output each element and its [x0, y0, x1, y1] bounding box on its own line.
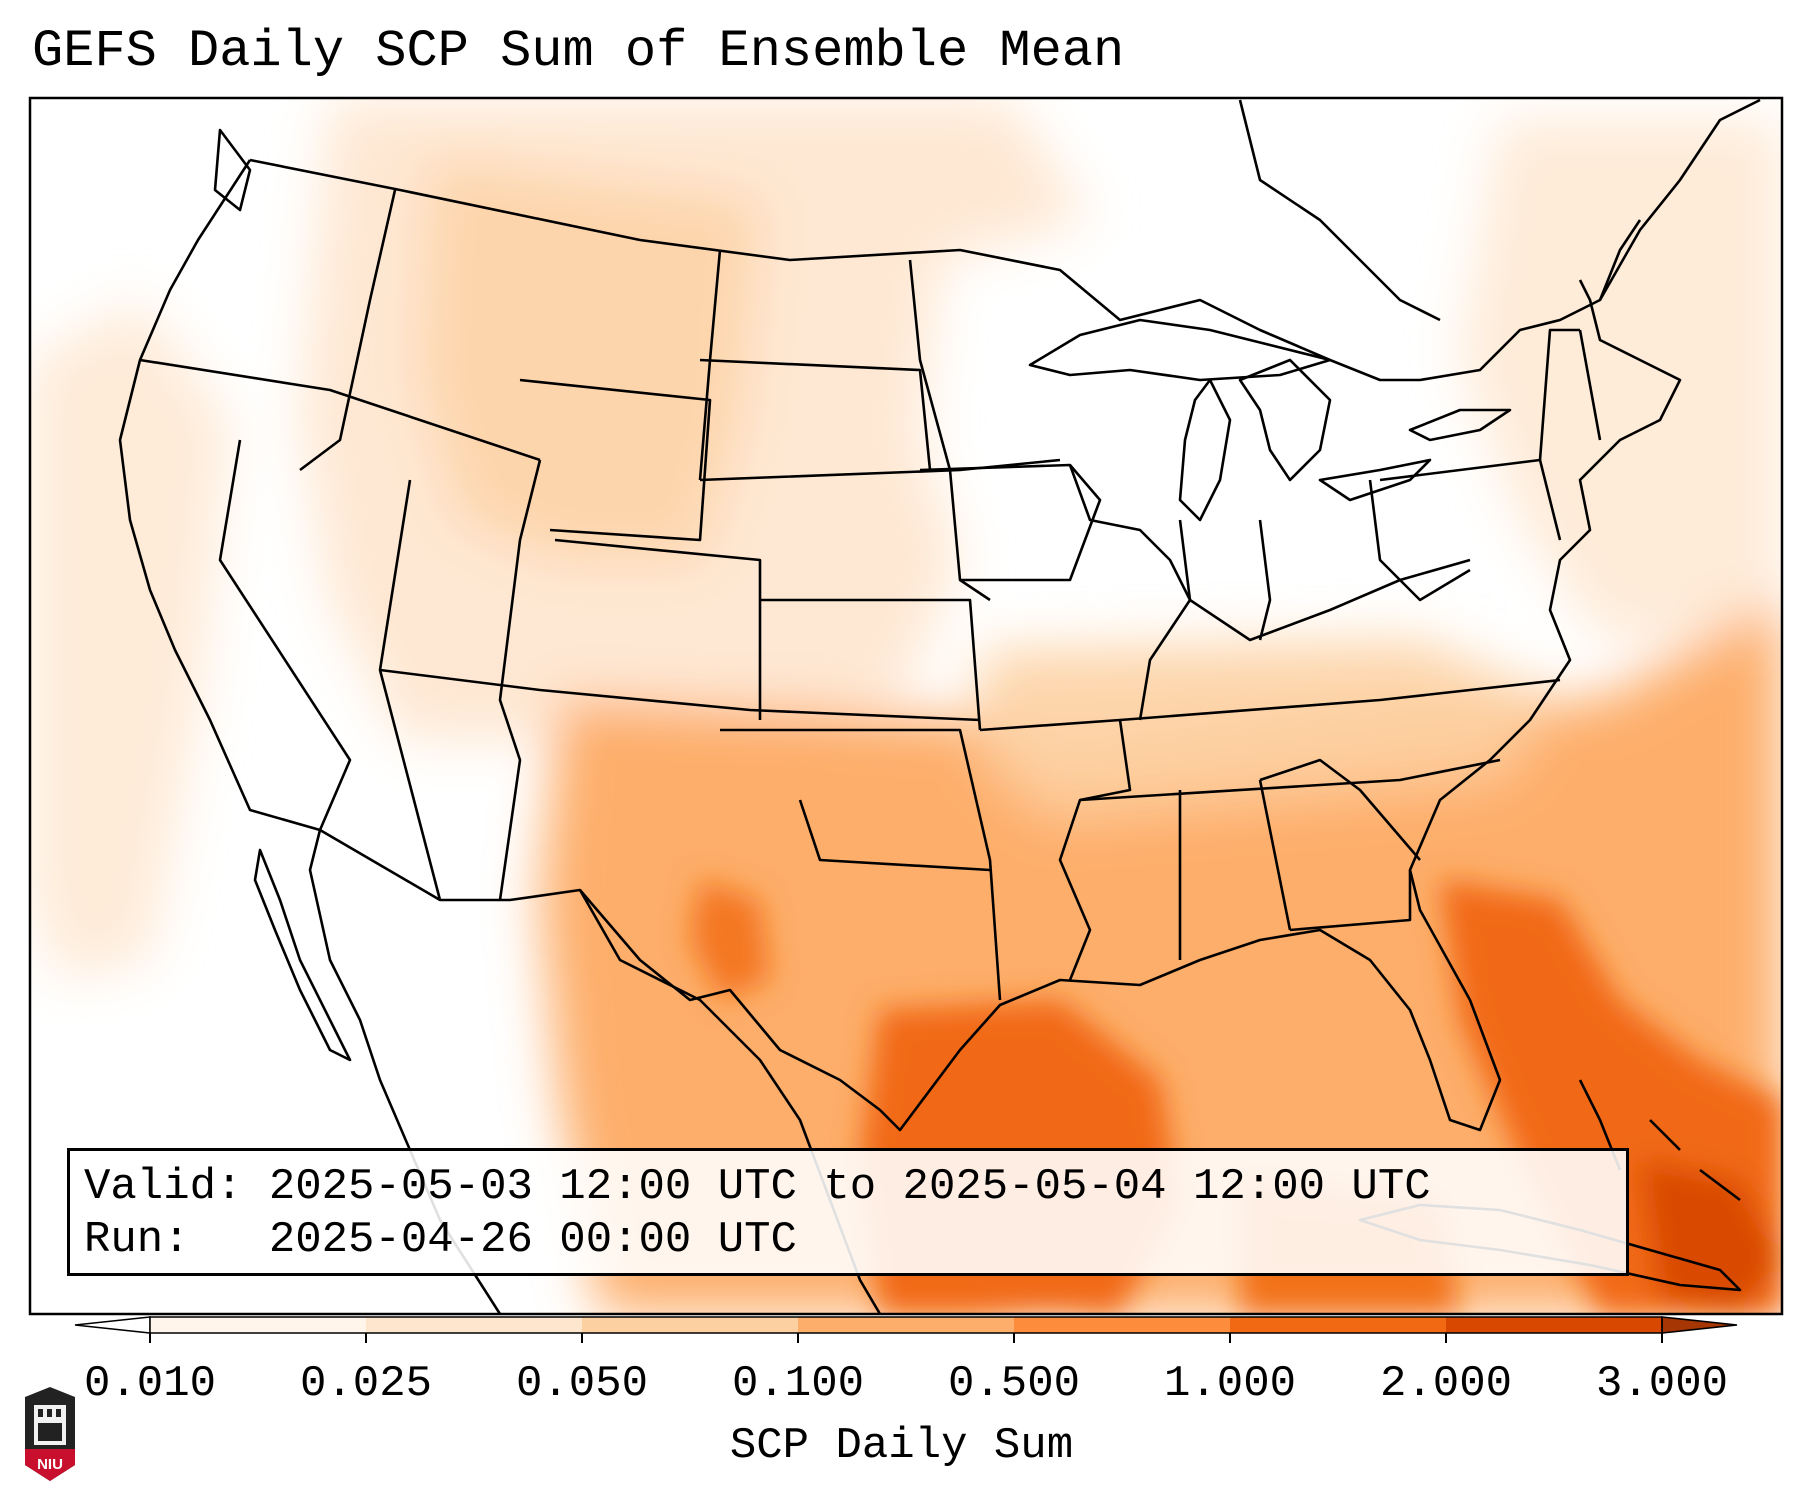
valid-label: Valid:: [84, 1162, 243, 1212]
colorbar-tick-label: 0.100: [731, 1359, 865, 1409]
lake-erie: [1318, 458, 1432, 502]
lake-superior: [1028, 318, 1332, 382]
colorbar-segment: [582, 1317, 799, 1333]
lake-michigan: [1178, 378, 1232, 522]
colorbar-tick-label: 0.050: [515, 1359, 649, 1409]
colorbar-segment: [1230, 1317, 1447, 1333]
colorbar-extend-high: [1661, 1316, 1738, 1334]
scp-shading: [30, 98, 1782, 1314]
colorbar-segment: [798, 1317, 1015, 1333]
state-borders: [118, 98, 1761, 1314]
lake-ontario: [1408, 408, 1512, 442]
baja-outline: [253, 848, 352, 1062]
logo-text: NIU: [37, 1456, 63, 1473]
colorbar-tick-label: 3.000: [1595, 1359, 1729, 1409]
validity-box: Valid: 2025-05-03 12:00 UTC to 2025-05-0…: [67, 1148, 1629, 1276]
us-outline: [118, 159, 1682, 1132]
colorbar-tick-label: 1.000: [1163, 1359, 1297, 1409]
run-value: 2025-04-26 00:00 UTC: [268, 1215, 797, 1265]
colorbar-segment: [150, 1317, 367, 1333]
colorbar-segment: [366, 1317, 583, 1333]
colorbar-tick-label: 0.025: [299, 1359, 433, 1409]
map-frame: [28, 96, 1784, 1316]
colorbar-extend-low: [74, 1316, 151, 1334]
niu-logo-icon: NIU: [25, 1387, 75, 1481]
colorbar-tick-label: 2.000: [1379, 1359, 1513, 1409]
colorbar-tick-label: 0.010: [83, 1359, 217, 1409]
valid-value: 2025-05-03 12:00 UTC to 2025-05-04 12:00…: [268, 1162, 1431, 1212]
colorbar: [74, 1316, 1738, 1343]
run-label: Run:: [84, 1215, 190, 1265]
lake-huron: [1238, 358, 1332, 482]
canada-border: [249, 158, 1642, 382]
colorbar-label: SCP Daily Sum: [729, 1421, 1074, 1471]
colorbar-segment: [1014, 1317, 1231, 1333]
colorbar-outline: [149, 1316, 1663, 1334]
map-title: GEFS Daily SCP Sum of Ensemble Mean: [32, 22, 1125, 81]
colorbar-segment: [1446, 1317, 1663, 1333]
colorbar-tick-label: 0.500: [947, 1359, 1081, 1409]
